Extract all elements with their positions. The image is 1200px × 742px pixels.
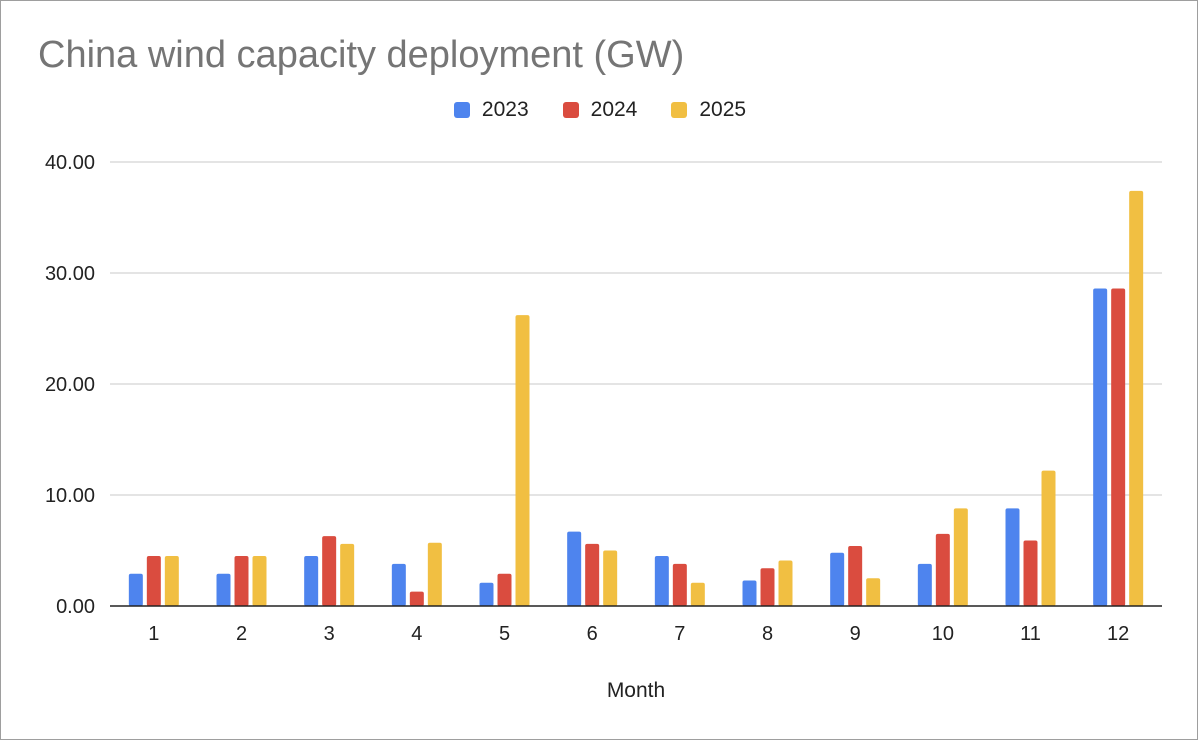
legend-item-2024: 2024 — [562, 98, 638, 122]
bar-2023-month-6 — [567, 531, 582, 606]
x-tick-label: 12 — [1107, 623, 1129, 645]
bar-2023-month-11 — [1005, 508, 1020, 606]
bar-2025-month-3 — [340, 543, 355, 606]
x-tick-label: 9 — [850, 623, 861, 645]
bar-2023-month-8 — [742, 580, 757, 606]
bar-2023-month-5 — [479, 582, 494, 606]
bar-2023-month-1 — [128, 573, 143, 606]
bar-2023-month-9 — [830, 552, 845, 606]
legend-label-2024: 2024 — [590, 98, 638, 121]
bar-2025-month-4 — [427, 542, 442, 606]
bar-2024-month-2 — [234, 556, 249, 606]
bar-2024-month-12 — [1111, 288, 1126, 606]
bar-2024-month-3 — [322, 536, 337, 606]
bar-2023-month-2 — [216, 573, 231, 606]
bar-2025-month-7 — [690, 582, 705, 606]
bar-2023-month-7 — [654, 556, 669, 606]
y-tick-label: 40.00 — [45, 152, 95, 174]
bar-2025-month-9 — [866, 578, 881, 606]
x-tick-label: 1 — [148, 623, 159, 645]
bar-2025-month-10 — [953, 508, 968, 606]
x-tick-label: 6 — [587, 623, 598, 645]
bar-2023-month-3 — [304, 556, 319, 606]
x-tick-label: 4 — [411, 623, 422, 645]
bar-2024-month-7 — [672, 563, 687, 606]
x-tick-label: 3 — [324, 623, 335, 645]
legend-swatch-2024 — [562, 102, 579, 118]
bar-2025-month-2 — [252, 556, 267, 606]
chart-title: China wind capacity deployment (GW) — [38, 34, 685, 76]
bar-2024-month-4 — [409, 591, 424, 606]
y-tick-label: 0.00 — [56, 596, 95, 618]
bar-2025-month-11 — [1041, 470, 1056, 606]
bar-2025-month-6 — [603, 550, 618, 606]
legend-swatch-2023 — [453, 102, 470, 118]
bar-2024-month-8 — [760, 568, 775, 606]
bar-2025-month-1 — [164, 556, 179, 606]
bar-2024-month-5 — [497, 573, 512, 606]
bar-2025-month-5 — [515, 315, 530, 606]
chart-legend: 2023 2024 2025 — [0, 98, 1200, 122]
x-tick-label: 11 — [1020, 623, 1041, 645]
x-tick-label: 7 — [674, 623, 685, 645]
legend-item-2023: 2023 — [453, 98, 529, 122]
legend-label-2025: 2025 — [699, 98, 747, 121]
y-tick-label: 10.00 — [45, 485, 95, 507]
bar-2024-month-10 — [935, 533, 950, 606]
x-tick-label: 8 — [762, 623, 773, 645]
bar-2025-month-8 — [778, 560, 793, 606]
legend-swatch-2025 — [671, 102, 688, 118]
bar-2024-month-9 — [848, 546, 863, 606]
bar-2024-month-1 — [146, 556, 161, 606]
bar-2024-month-6 — [585, 543, 600, 606]
x-tick-label: 5 — [499, 623, 510, 645]
legend-label-2023: 2023 — [481, 98, 529, 121]
bar-2023-month-10 — [917, 563, 932, 606]
y-tick-label: 20.00 — [45, 374, 95, 396]
bar-2024-month-11 — [1023, 540, 1038, 606]
legend-item-2025: 2025 — [671, 98, 746, 122]
x-axis-title: Month — [607, 679, 665, 702]
x-tick-label: 10 — [932, 623, 954, 645]
bar-2025-month-12 — [1129, 190, 1144, 607]
bar-2023-month-4 — [391, 563, 406, 606]
bar-2023-month-12 — [1093, 288, 1108, 606]
x-tick-label: 2 — [236, 623, 247, 645]
y-tick-label: 30.00 — [45, 263, 95, 285]
